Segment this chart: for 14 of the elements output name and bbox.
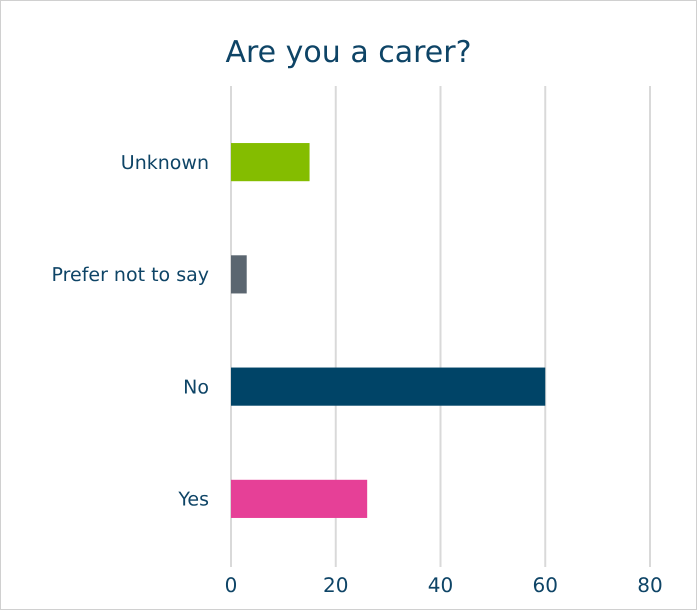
x-tick-label: 20: [323, 573, 348, 597]
y-tick-label: Unknown: [120, 152, 209, 174]
chart-title: Are you a carer?: [225, 35, 472, 70]
bar: [231, 255, 247, 294]
bar: [231, 368, 546, 406]
y-tick-label: No: [183, 376, 209, 398]
x-tick-label: 0: [224, 573, 238, 597]
bar: [231, 143, 310, 182]
x-tick-label: 40: [428, 573, 454, 597]
x-tick-label: 80: [637, 573, 663, 597]
y-tick-label: Yes: [177, 488, 209, 511]
y-tick-label: Prefer not to say: [52, 264, 209, 286]
x-tick-label: 60: [532, 573, 558, 597]
bar: [231, 480, 368, 518]
